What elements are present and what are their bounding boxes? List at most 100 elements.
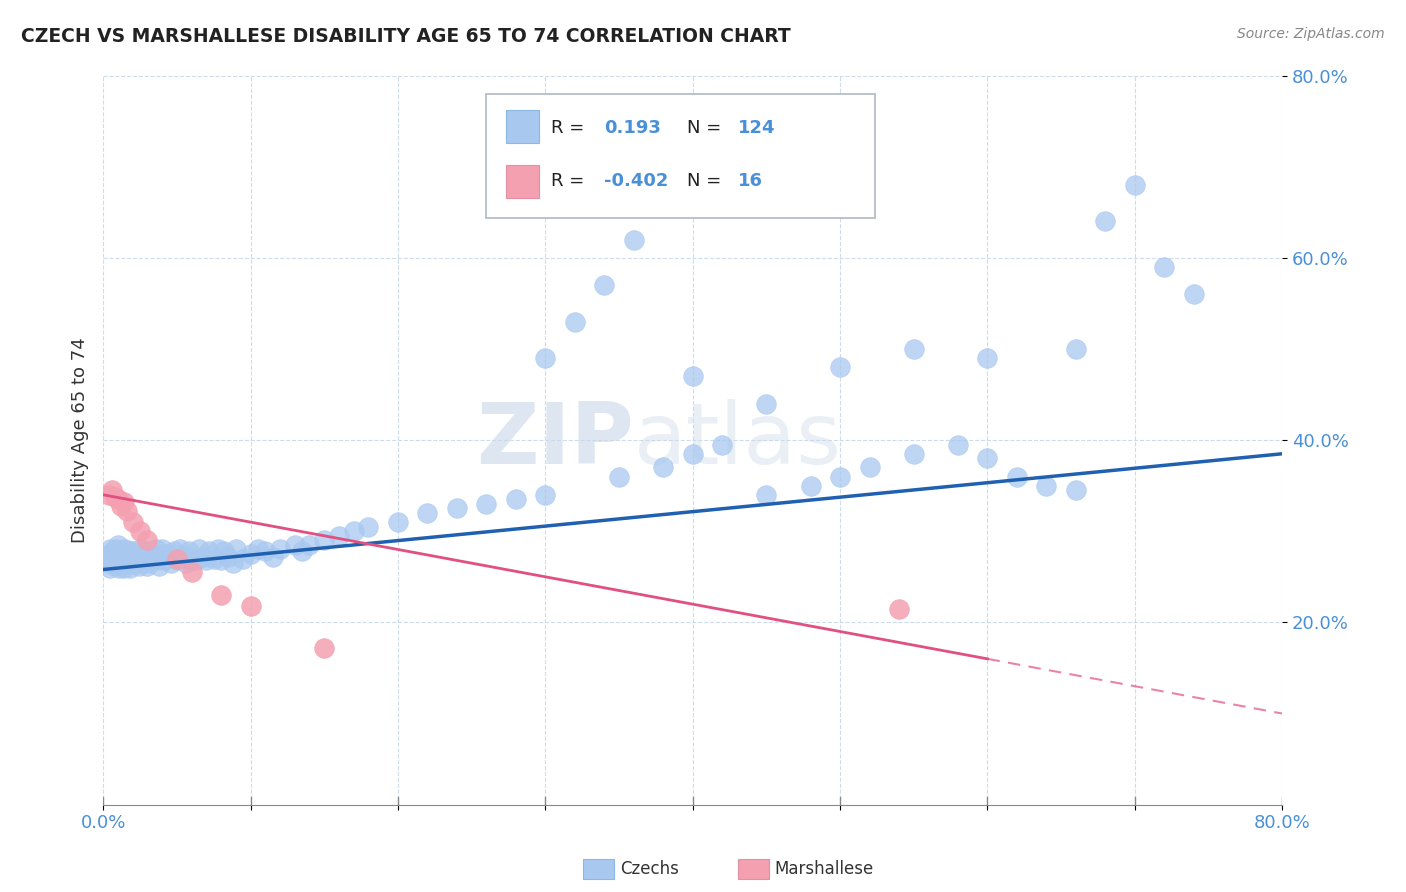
Point — [100, 560, 122, 574]
Point — [110, 556, 132, 570]
Point — [150, 542, 173, 557]
Point — [115, 504, 138, 518]
Point — [125, 547, 148, 561]
Point — [100, 542, 122, 557]
Point — [946, 437, 969, 451]
Point — [357, 519, 380, 533]
Point — [101, 483, 124, 498]
Text: Marshallese: Marshallese — [775, 860, 875, 878]
Point — [136, 533, 159, 548]
Point — [103, 556, 125, 570]
Point — [195, 553, 218, 567]
Point — [114, 542, 136, 557]
FancyBboxPatch shape — [506, 110, 540, 143]
Point — [209, 553, 232, 567]
Point — [98, 488, 121, 502]
Point — [136, 558, 159, 573]
Point — [118, 544, 141, 558]
Point — [1094, 214, 1116, 228]
Point — [202, 551, 225, 566]
Point — [903, 342, 925, 356]
Point — [174, 556, 197, 570]
Point — [150, 551, 173, 566]
Point — [534, 351, 557, 365]
Point — [114, 551, 136, 566]
Point — [134, 553, 156, 567]
Point — [184, 553, 207, 567]
Point — [593, 278, 616, 293]
Point — [148, 558, 170, 573]
Point — [291, 544, 314, 558]
Point — [314, 640, 336, 655]
Point — [110, 499, 132, 513]
Point — [180, 566, 202, 580]
Point — [1064, 342, 1087, 356]
Point — [163, 544, 186, 558]
Point — [564, 315, 586, 329]
Point — [108, 560, 131, 574]
Point — [1123, 178, 1146, 192]
Point — [138, 551, 160, 566]
Point — [108, 551, 131, 566]
Point — [159, 549, 181, 564]
Point — [160, 556, 183, 570]
Point — [112, 547, 135, 561]
Point — [107, 549, 129, 564]
Point — [98, 547, 121, 561]
Point — [858, 460, 880, 475]
Point — [207, 542, 229, 557]
Text: -0.402: -0.402 — [605, 172, 669, 190]
Point — [129, 551, 152, 566]
Point — [1005, 469, 1028, 483]
Point — [172, 549, 194, 564]
Point — [111, 544, 134, 558]
Point — [755, 397, 778, 411]
Point — [343, 524, 366, 539]
Point — [246, 542, 269, 557]
Point — [903, 447, 925, 461]
Point — [262, 549, 284, 564]
Point — [120, 551, 142, 566]
Point — [328, 529, 350, 543]
Point — [284, 538, 307, 552]
Point — [314, 533, 336, 548]
Point — [118, 560, 141, 574]
Point — [475, 497, 498, 511]
Point — [103, 544, 125, 558]
Point — [141, 547, 163, 561]
Point — [105, 542, 128, 557]
Point — [254, 544, 277, 558]
Point — [155, 547, 177, 561]
Point — [652, 460, 675, 475]
Point — [110, 547, 132, 561]
Point — [105, 553, 128, 567]
Point — [112, 495, 135, 509]
Point — [177, 544, 200, 558]
Text: atlas: atlas — [634, 399, 842, 482]
Point — [1153, 260, 1175, 274]
FancyBboxPatch shape — [506, 165, 540, 198]
Point — [166, 551, 188, 566]
Text: Czechs: Czechs — [620, 860, 679, 878]
Point — [828, 360, 851, 375]
Point — [755, 488, 778, 502]
Point — [145, 542, 167, 557]
Point — [128, 558, 150, 573]
Point — [269, 542, 291, 557]
Point — [534, 488, 557, 502]
Point — [132, 547, 155, 561]
Point — [505, 492, 527, 507]
Point — [104, 490, 127, 504]
Point — [682, 447, 704, 461]
Point — [187, 542, 209, 557]
Point — [239, 599, 262, 613]
Point — [180, 551, 202, 566]
Point — [416, 506, 439, 520]
Point — [146, 549, 169, 564]
Point — [232, 551, 254, 566]
Text: 124: 124 — [738, 119, 775, 137]
Point — [298, 538, 321, 552]
Point — [124, 553, 146, 567]
Point — [101, 549, 124, 564]
Point — [94, 551, 117, 566]
